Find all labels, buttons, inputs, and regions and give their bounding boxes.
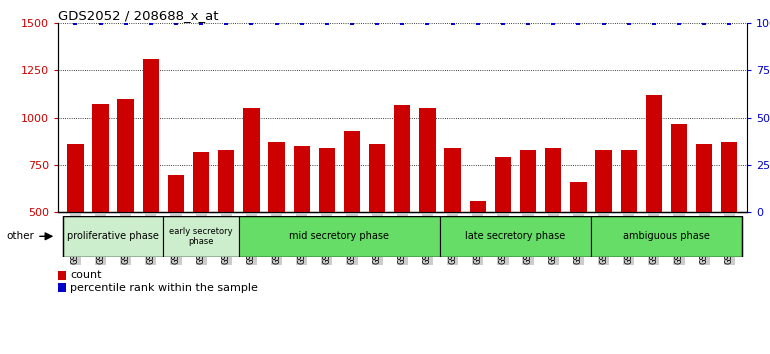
Bar bbox=[67, 144, 83, 307]
Point bbox=[723, 20, 735, 26]
Point bbox=[497, 20, 509, 26]
Bar bbox=[92, 103, 109, 307]
Bar bbox=[444, 148, 460, 307]
Bar bbox=[369, 144, 385, 307]
Bar bbox=[571, 182, 587, 307]
Point bbox=[572, 20, 584, 26]
Point bbox=[421, 20, 434, 26]
Bar bbox=[193, 152, 209, 307]
Text: mid secretory phase: mid secretory phase bbox=[290, 231, 390, 241]
Point bbox=[648, 20, 660, 26]
Point bbox=[673, 20, 685, 26]
Point bbox=[371, 20, 383, 26]
Point bbox=[246, 20, 258, 26]
Text: count: count bbox=[70, 270, 102, 280]
Text: percentile rank within the sample: percentile rank within the sample bbox=[70, 282, 258, 293]
Point bbox=[195, 20, 207, 26]
Point bbox=[170, 20, 182, 26]
Bar bbox=[218, 150, 234, 307]
Point bbox=[296, 20, 308, 26]
Bar bbox=[163, 216, 239, 257]
Point bbox=[69, 20, 82, 26]
Point bbox=[522, 20, 534, 26]
Bar bbox=[394, 105, 410, 307]
Bar bbox=[243, 108, 259, 307]
Point bbox=[119, 20, 132, 26]
Text: other: other bbox=[6, 231, 34, 241]
Bar bbox=[671, 124, 687, 307]
Bar bbox=[118, 99, 134, 307]
Point bbox=[622, 20, 634, 26]
Bar bbox=[63, 216, 163, 257]
Bar bbox=[420, 108, 436, 307]
Point bbox=[598, 20, 610, 26]
Point bbox=[220, 20, 233, 26]
Bar bbox=[495, 158, 511, 307]
Point bbox=[471, 20, 484, 26]
Point bbox=[397, 20, 409, 26]
Point bbox=[145, 20, 157, 26]
Bar bbox=[595, 150, 611, 307]
Bar bbox=[621, 150, 637, 307]
Text: proliferative phase: proliferative phase bbox=[67, 231, 159, 241]
Bar bbox=[293, 146, 310, 307]
Bar bbox=[591, 216, 742, 257]
Bar bbox=[696, 144, 712, 307]
Bar bbox=[646, 95, 662, 307]
Bar bbox=[269, 142, 285, 307]
Text: early secretory
phase: early secretory phase bbox=[169, 227, 233, 246]
Point bbox=[270, 20, 283, 26]
Bar bbox=[344, 131, 360, 307]
Point bbox=[547, 20, 559, 26]
Bar bbox=[319, 148, 335, 307]
Bar bbox=[440, 216, 591, 257]
Point bbox=[95, 20, 107, 26]
Bar bbox=[142, 59, 159, 307]
Point bbox=[346, 20, 358, 26]
Bar bbox=[520, 150, 536, 307]
Bar bbox=[470, 201, 486, 307]
Point bbox=[447, 20, 459, 26]
Text: late secretory phase: late secretory phase bbox=[465, 231, 566, 241]
Point bbox=[698, 20, 710, 26]
Bar bbox=[239, 216, 440, 257]
Text: ambiguous phase: ambiguous phase bbox=[623, 231, 710, 241]
Bar bbox=[545, 148, 561, 307]
Text: GDS2052 / 208688_x_at: GDS2052 / 208688_x_at bbox=[58, 9, 218, 22]
Bar bbox=[168, 175, 184, 307]
Point bbox=[321, 20, 333, 26]
Bar bbox=[721, 142, 738, 307]
